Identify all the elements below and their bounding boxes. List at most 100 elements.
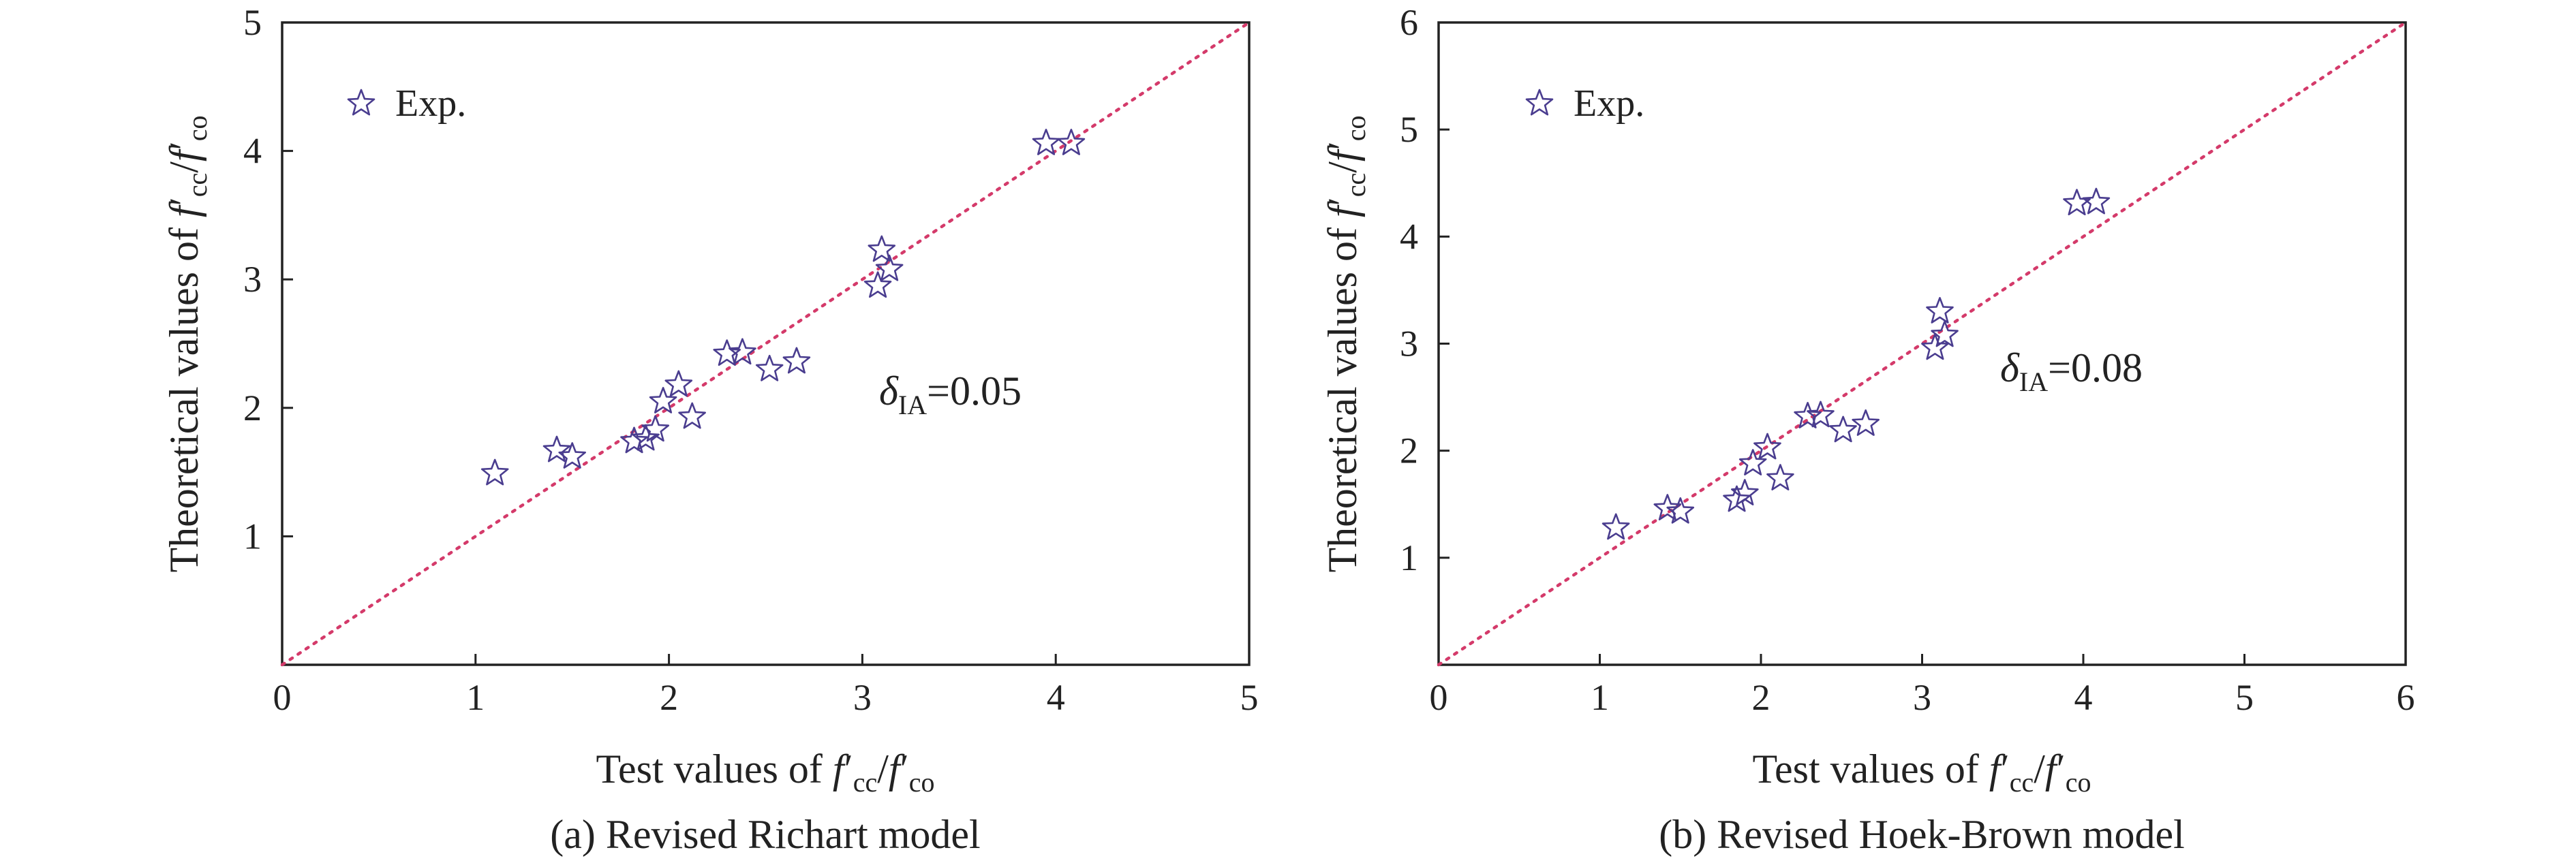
x-tick-label: 5 [2235,677,2254,718]
data-point-star [1931,320,1959,347]
y-tick-label: 3 [243,259,262,300]
x-tick-label: 1 [466,677,485,718]
reference-line [280,20,1251,667]
x-axis-label: Test values of f′cc/f′co [596,747,935,798]
y-axis-label-den-prime: ′ [162,141,206,150]
x-axis-label-num-prime: ′ [844,747,853,791]
y-axis-label-den-sub: co [1340,116,1371,142]
data-point-star [649,387,677,413]
data-point-star [1723,485,1751,512]
data-point-star [620,426,648,454]
data-point-star [480,458,509,486]
legend-marker-icon [347,89,375,116]
x-tick-label: 2 [660,677,678,718]
y-axis-label-den-prime: ′ [1320,141,1365,150]
x-axis-label-slash: / [2034,747,2045,791]
delta-value: =0.05 [927,368,1022,413]
data-point-star [782,347,811,374]
x-axis-label-den-sub: co [909,767,935,798]
x-tick-label: 5 [1240,677,1259,718]
x-axis-label-den-sub: co [2066,767,2091,798]
x-tick-label: 0 [1430,677,1448,718]
y-axis-label-num-sub: cc [1340,173,1371,198]
y-tick-label: 1 [243,516,262,556]
x-axis-label-num-prime: ′ [2001,747,2010,791]
data-point-star [632,424,660,451]
chart-panel-a: 0 1 2 3 4 5 1 2 3 4 5 Exp. δIA=0.05 Test values o… [162,2,1259,857]
x-axis-label: Test values of f′cc/f′co [1753,747,2091,798]
y-tick-label: 5 [1400,109,1418,150]
x-tick-label: 6 [2397,677,2415,718]
x-tick-label: 4 [2074,677,2093,718]
x-axis-label-prefix: Test values of [596,747,833,791]
y-tick-label: 2 [243,388,262,428]
data-points [480,129,1086,486]
delta-annotation: δIA=0.08 [2000,345,2143,397]
y-tick-label: 2 [1400,430,1418,471]
y-ticks: 1 2 3 4 5 6 [1400,2,1450,578]
data-point-star [1926,297,1954,324]
data-point-star [1794,402,1822,428]
x-ticks: 0 1 2 3 4 5 [273,654,1259,718]
delta-value: =0.08 [2048,345,2143,390]
panel-caption: (b) Revised Hoek-Brown model [1659,812,2185,857]
data-point-star [2082,187,2111,215]
x-tick-label: 2 [1752,677,1770,718]
y-tick-label: 5 [243,2,262,43]
x-axis-label-den-prime: ′ [2057,747,2066,791]
x-ticks: 0 1 2 3 4 5 6 [1430,654,2415,718]
legend: Exp. [347,82,466,125]
legend: Exp. [1525,82,1644,125]
y-axis-label-slash: / [162,161,206,173]
x-axis-label-num-sub: cc [853,767,878,798]
data-point-star [542,435,571,462]
y-axis-label-num-prime: ′ [162,197,206,206]
data-point-star [755,354,784,381]
x-axis-label-num-sub: cc [2010,767,2034,798]
plot-frame [281,21,1251,666]
x-tick-label: 3 [1913,677,1931,718]
y-tick-label: 6 [1400,2,1418,43]
y-tick-label: 4 [243,131,262,172]
data-point-star [678,402,706,429]
legend-label: Exp. [1574,82,1644,125]
data-point-star [1807,401,1835,428]
delta-symbol: δ [879,368,899,413]
data-point-star [1753,433,1781,460]
x-tick-label: 4 [1047,677,1065,718]
data-points [1601,187,2111,540]
x-axis-label-den-prime: ′ [900,747,909,791]
y-axis-label-prefix: Theoretical values of [162,217,206,572]
reference-line-group [280,20,1251,667]
y-axis-label: Theoretical values of f′cc/f′co [1320,116,1371,573]
data-point-star [729,338,756,365]
data-point-star [2063,189,2091,216]
data-point-star [875,254,904,281]
data-point-star [1738,449,1767,475]
y-ticks: 1 2 3 4 5 [243,2,293,556]
x-tick-label: 3 [853,677,872,718]
x-tick-label: 0 [273,677,292,718]
delta-symbol: δ [2000,345,2020,390]
data-point-star [713,339,741,366]
data-point-star [558,442,586,469]
delta-subscript: IA [2019,366,2048,397]
panel-caption: (a) Revised Richart model [550,812,980,857]
y-axis-label-prefix: Theoretical values of [1320,217,1365,572]
data-point-star [1601,513,1630,540]
y-axis-label-num-prime: ′ [1320,197,1365,206]
data-point-star [1921,333,1949,360]
data-point-star [1731,479,1759,505]
data-point-star [1057,129,1086,155]
data-point-star [1666,497,1695,524]
delta-annotation: δIA=0.05 [879,368,1022,420]
data-point-star [1852,409,1880,436]
x-axis-label-slash: / [877,747,889,791]
y-tick-label: 4 [1400,216,1418,257]
delta-subscript: IA [898,390,927,420]
y-axis-label-num-sub: cc [182,173,213,198]
y-axis-label-slash: / [1320,161,1365,173]
y-tick-label: 3 [1400,324,1418,364]
y-axis-label: Theoretical values of f′cc/f′co [162,116,213,573]
